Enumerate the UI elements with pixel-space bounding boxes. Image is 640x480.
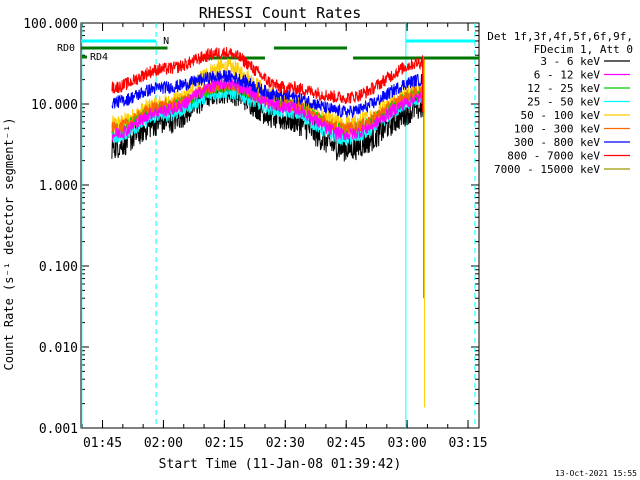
legend-entry-label: 7000 - 15000 keV — [494, 163, 600, 176]
series-line — [111, 77, 426, 135]
x-axis-label: Start Time (11-Jan-08 01:39:42) — [159, 457, 402, 472]
y-tick-label: 0.010 — [39, 341, 78, 356]
x-tick-label: 02:00 — [144, 436, 183, 451]
series-line — [111, 46, 426, 104]
y-tick-label: 100.000 — [23, 17, 78, 32]
legend-entry-label: 100 - 300 keV — [514, 123, 600, 136]
legend-header-line-2: FDecim 1, Att 0 — [534, 43, 633, 56]
y-axis-label: Count Rate (s⁻¹ detector segment⁻¹) — [2, 118, 16, 371]
rd4-label: RD4 — [90, 52, 108, 63]
legend-entry-label: 12 - 25 keV — [527, 82, 600, 95]
legend-entry-label: 3 - 6 keV — [540, 55, 600, 68]
plot-frame — [80, 22, 480, 429]
x-tick-label: 02:15 — [205, 436, 244, 451]
x-tick-label: 03:00 — [388, 436, 427, 451]
rd0-label: RD0 — [57, 43, 75, 54]
legend-entry-label: 50 - 100 keV — [521, 109, 601, 122]
x-tick-label: 02:30 — [266, 436, 305, 451]
series-line — [111, 69, 426, 118]
x-tick-label: 02:45 — [327, 436, 366, 451]
x-tick-label: 01:45 — [83, 436, 122, 451]
y-tick-label: 1.000 — [39, 179, 78, 194]
legend-entry-label: 300 - 800 keV — [514, 136, 600, 149]
plot-area: 100.000 10.000 1.000 0.100 0.010 0.001 01:45 02… — [23, 17, 487, 451]
legend-entry-label: 6 - 12 keV — [534, 69, 601, 82]
x-tick-label: 03:15 — [448, 436, 487, 451]
legend-entry-label: 25 - 50 keV — [527, 96, 600, 109]
legend-entry-label: 800 - 7000 keV — [507, 150, 600, 163]
series-line — [111, 77, 426, 143]
footer-date: 13-Oct-2021 15:55 — [555, 469, 637, 478]
y-tick-label: 0.100 — [39, 260, 78, 275]
chart-title: RHESSI Count Rates — [199, 4, 362, 22]
legend-header-line-1: Det 1f,3f,4f,5f,6f,9f, — [487, 30, 633, 43]
y-tick-label: 0.001 — [39, 422, 78, 437]
night-marker-label: N — [163, 36, 169, 47]
y-tick-label: 10.000 — [31, 98, 78, 113]
